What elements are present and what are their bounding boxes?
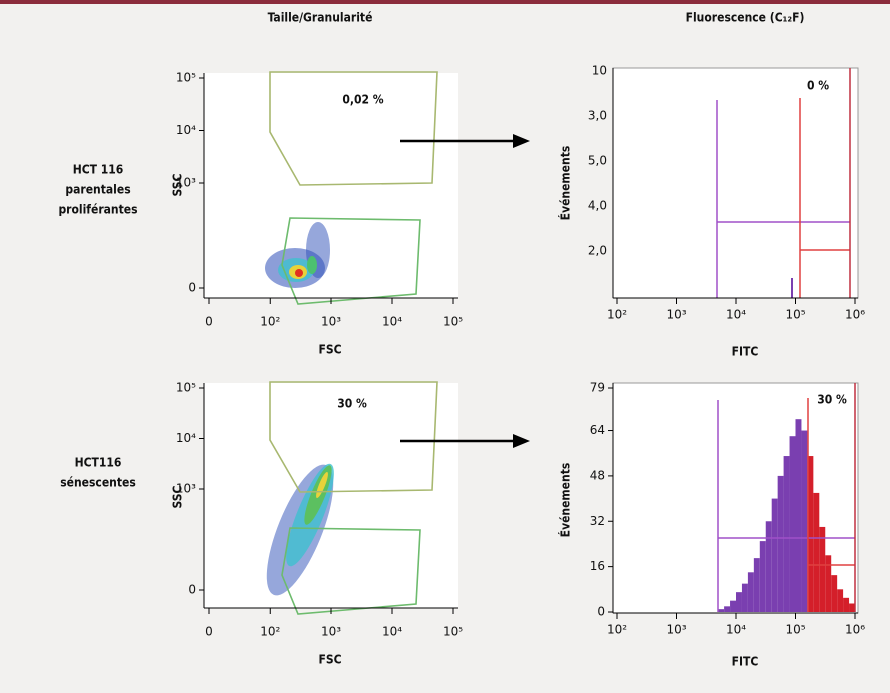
histogram-bar	[736, 592, 742, 612]
y-axis-label: SSC	[171, 173, 185, 196]
histogram-bar	[765, 521, 772, 612]
histogram-bar	[831, 575, 838, 612]
x-tick-label: 10³	[321, 625, 341, 639]
histogram-bar	[807, 456, 814, 612]
y-tick-label: 2,0	[588, 244, 607, 258]
x-tick-label: 10⁶	[845, 623, 865, 637]
y-tick-label: 10	[592, 64, 607, 78]
histogram-bar	[777, 475, 784, 612]
histogram-bar	[747, 572, 754, 612]
x-tick-label: 10⁵	[785, 623, 805, 637]
histogram-bar	[843, 597, 850, 612]
x-tick-label: 10⁴	[382, 625, 402, 639]
arrow	[400, 134, 530, 448]
gate-percent: 30 %	[817, 393, 847, 407]
x-axis-label: FITC	[732, 655, 759, 669]
gate-percent: 0,02 %	[342, 93, 383, 107]
y-tick-label: 0	[597, 605, 605, 619]
y-tick-label: 5,0	[588, 154, 607, 168]
y-tick-label: 4,0	[588, 199, 607, 213]
density-cloud	[265, 222, 330, 288]
plot-area	[204, 73, 458, 298]
gate	[269, 381, 438, 493]
x-tick-label: 10⁵	[785, 308, 805, 322]
x-tick-label: 10⁴	[726, 623, 746, 637]
column-title: Taille/Granularité	[268, 11, 373, 25]
x-tick-label: 10⁵	[443, 625, 463, 639]
row-label: parentales	[65, 183, 130, 197]
x-tick-label: 10³	[666, 308, 686, 322]
gate	[281, 527, 421, 615]
x-tick-label: 10⁵	[443, 315, 463, 329]
row-label: proliférantes	[58, 203, 137, 217]
column-title: Fluorescence (C₁₂F)	[686, 11, 805, 25]
histogram-bar	[813, 492, 820, 612]
y-tick-label: 32	[590, 514, 605, 528]
y-tick-label: 0	[188, 281, 196, 295]
histogram-bar	[825, 555, 832, 612]
y-axis-label: SSC	[171, 485, 185, 508]
histogram-bar	[789, 436, 796, 612]
histogram-bar	[837, 589, 844, 612]
x-tick-label: 0	[205, 315, 213, 329]
histogram-bar	[753, 558, 760, 612]
top-border	[0, 0, 890, 4]
y-tick-label: 16	[590, 559, 605, 573]
y-tick-label: 10³	[176, 175, 196, 189]
y-axis-label: Événements	[558, 463, 573, 538]
x-tick-label: 10⁶	[845, 308, 865, 322]
y-tick-label: 10⁴	[176, 431, 196, 445]
x-axis-label: FSC	[318, 343, 341, 357]
y-tick-label: 3,0	[588, 109, 607, 123]
plot-area	[612, 67, 859, 299]
x-tick-label: 10²	[260, 315, 280, 329]
row-label: HCT116	[75, 456, 122, 470]
x-tick-label: 0	[205, 625, 213, 639]
histogram-bar	[819, 526, 826, 612]
x-axis-label: FSC	[318, 653, 341, 667]
histogram-bar	[741, 583, 748, 612]
histogram-bar	[783, 456, 790, 612]
histogram-bar	[759, 541, 766, 612]
y-tick-label: 10⁵	[176, 71, 196, 85]
x-tick-label: 10⁴	[382, 315, 402, 329]
layout	[204, 67, 859, 615]
x-tick-label: 10³	[321, 315, 341, 329]
gate-percent: 30 %	[337, 397, 367, 411]
histogram-bar	[724, 606, 731, 612]
y-tick-label: 0	[188, 583, 196, 597]
y-tick-label: 10³	[176, 481, 196, 495]
gate-percent: 0 %	[807, 79, 829, 93]
histogram-bar	[801, 430, 808, 612]
y-tick-label: 64	[590, 423, 605, 437]
histogram-bar	[795, 419, 802, 612]
histogram-bar	[730, 600, 736, 612]
histogram-bar	[849, 603, 855, 612]
gate	[281, 217, 421, 305]
row-label: HCT 116	[73, 163, 124, 177]
x-tick-label: 10²	[607, 623, 627, 637]
x-tick-label: 10²	[260, 625, 280, 639]
gate	[269, 71, 438, 186]
x-tick-label: 10⁴	[726, 308, 746, 322]
y-tick-label: 10⁴	[176, 123, 196, 137]
y-tick-label: 10⁵	[176, 381, 196, 395]
row-label: sénescentes	[60, 476, 136, 490]
y-axis-label: Événements	[558, 146, 573, 221]
x-tick-label: 10²	[607, 308, 627, 322]
y-tick-label: 79	[590, 381, 605, 395]
y-tick-label: 48	[590, 468, 605, 482]
histogram-bar	[718, 609, 725, 612]
x-tick-label: 10³	[666, 623, 686, 637]
x-axis-label: FITC	[732, 345, 759, 359]
histogram-bar	[771, 498, 778, 612]
